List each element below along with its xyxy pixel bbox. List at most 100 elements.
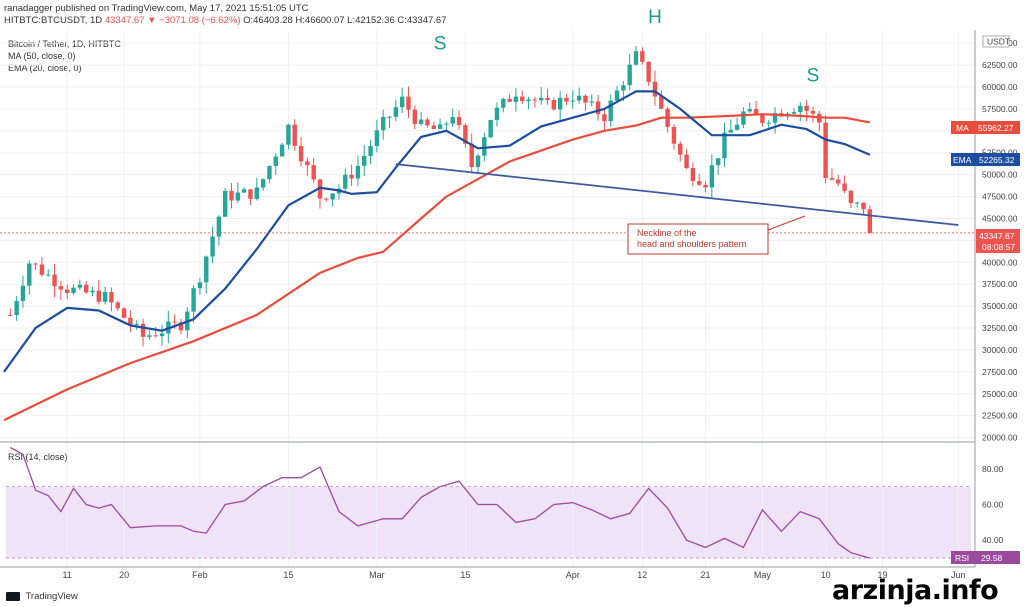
candle-body — [273, 156, 278, 167]
time-tick-label: May — [754, 570, 772, 580]
badges: MA 55962.27 EMA 52265.32 43347.67 08:08:… — [951, 121, 1020, 564]
candle-body — [172, 321, 177, 323]
annotation-line1: Neckline of the — [637, 228, 697, 238]
candle-body — [715, 158, 721, 166]
ema-badge-tag: EMA — [953, 155, 972, 165]
candle-body — [861, 202, 866, 210]
candle-body — [65, 289, 70, 293]
rsi-badge — [951, 551, 976, 564]
candle-body — [671, 126, 677, 144]
candle-body — [678, 143, 683, 155]
candle-body — [223, 190, 228, 217]
candle-body — [836, 179, 841, 184]
candle-body — [412, 109, 417, 124]
time-tick-label: Apr — [566, 570, 580, 580]
ma-badge-value: 55962.27 — [978, 123, 1014, 133]
rsi-tick-label: 60.00 — [982, 500, 1004, 510]
candle-body — [747, 109, 752, 112]
candle-body — [437, 124, 443, 129]
candle-body — [867, 209, 873, 233]
candle-body — [652, 81, 658, 97]
price-tick-label: 40000.00 — [982, 257, 1018, 267]
candle-body — [406, 96, 411, 110]
candle-body — [368, 146, 373, 156]
price-tick-label: 50000.00 — [982, 170, 1018, 180]
price-change: −3071.08 (−6.62%) — [159, 15, 241, 26]
candle-body — [444, 123, 449, 125]
rsi-legend: RSI (14, close) — [8, 452, 68, 462]
price-tick-label: 22500.00 — [982, 411, 1018, 421]
site-watermark: arzinja.info — [832, 575, 999, 606]
candle-body — [153, 335, 158, 337]
time-tick-label: Feb — [192, 570, 208, 580]
candle-body — [393, 107, 399, 117]
candle-body — [431, 125, 436, 129]
price-tick-label: 25000.00 — [982, 389, 1018, 399]
candle-body — [216, 216, 222, 237]
publisher-line: ranadagger published on TradingView.com,… — [4, 3, 309, 14]
candle-body — [159, 333, 165, 337]
candle-body — [14, 300, 19, 316]
candle-body — [697, 181, 702, 185]
candle-body — [709, 165, 715, 188]
candle-body — [475, 155, 481, 168]
time-tick-label: 21 — [701, 570, 711, 580]
tradingview-logo[interactable]: TradingView — [6, 591, 78, 602]
last-price-badge — [976, 229, 1020, 253]
ma-badge-tag: MA — [956, 123, 969, 133]
price-grid — [0, 42, 975, 439]
pattern-label: H — [648, 7, 662, 28]
time-tick-label: Jun — [951, 570, 966, 580]
candle-body — [640, 51, 645, 62]
currency-unit-box — [982, 35, 1010, 48]
candle-body — [210, 236, 215, 257]
candle-body — [260, 179, 266, 188]
rsi-badge-tag: RSI — [955, 553, 969, 563]
price-tick-label: 47500.00 — [982, 192, 1018, 202]
symbol-ohlc-line: HITBTC:BTCUSDT, 1D 43347.67 ▼ −3071.08 (… — [4, 15, 447, 26]
candle-body — [848, 190, 854, 203]
ma-value-badge — [975, 121, 1020, 134]
ema-line — [3, 90, 871, 373]
time-tick-label: 15 — [283, 570, 293, 580]
ema-value-badge — [976, 153, 1020, 166]
candle-body — [292, 124, 297, 146]
candle-body — [791, 111, 797, 114]
time-tick-label: 12 — [637, 570, 647, 580]
candle-body — [286, 124, 291, 145]
candle-body — [39, 264, 45, 275]
time-tick-label: 11 — [63, 570, 72, 580]
candle-body — [583, 95, 588, 103]
price-tick-label: 45000.00 — [982, 213, 1018, 223]
time-tick-label: Mar — [369, 570, 385, 580]
candle-body — [564, 97, 569, 102]
candle-body — [355, 165, 361, 179]
candle-body — [703, 184, 708, 188]
candle-body — [646, 61, 651, 82]
candle-body — [526, 99, 531, 101]
rsi-badge-value: 29.58 — [981, 553, 1003, 563]
candle-body — [204, 256, 209, 283]
neckline — [395, 163, 959, 226]
candle-body — [267, 166, 272, 180]
candle-body — [507, 98, 512, 102]
tradingview-brand: TradingView — [25, 591, 78, 602]
candle-body — [235, 192, 241, 201]
candle-body — [741, 111, 746, 125]
candle-body — [608, 100, 613, 122]
candle-body — [633, 51, 639, 65]
rsi-tick-label: 80.00 — [982, 464, 1004, 474]
candle-body — [602, 114, 607, 122]
candle-body — [753, 109, 759, 115]
candle-body — [690, 167, 696, 182]
ema-badge-value: 52265.32 — [979, 155, 1015, 165]
candle-body — [482, 137, 487, 156]
candle-body — [722, 132, 727, 159]
candle-body — [102, 291, 108, 302]
candle-body — [798, 105, 803, 112]
candle-body — [109, 291, 114, 303]
currency-unit: USDT — [987, 37, 1010, 47]
candle-body — [772, 113, 778, 123]
candle-body — [551, 100, 557, 110]
